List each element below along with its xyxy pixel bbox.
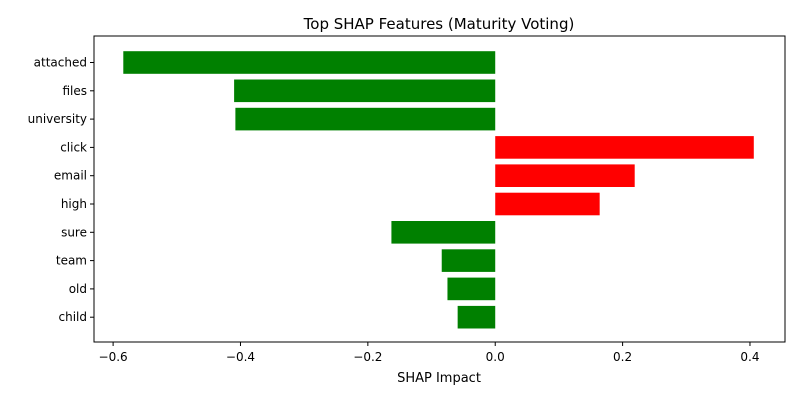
bars-group (123, 51, 754, 329)
bar-team (441, 249, 496, 272)
bar-email (495, 164, 635, 187)
x-tick-label: −0.4 (226, 350, 255, 364)
bar-old (447, 277, 496, 301)
bar-university (235, 107, 496, 131)
bar-files (234, 79, 496, 103)
y-axis: attached files university click email high sur… (28, 56, 94, 324)
y-tick-label-files: files (62, 84, 87, 98)
y-tick-label-high: high (61, 197, 87, 211)
y-tick-label-old: old (69, 282, 87, 296)
chart-title: Top SHAP Features (Maturity Voting) (303, 15, 575, 33)
y-tick-label-attached: attached (34, 56, 87, 70)
bar-click (495, 136, 754, 159)
x-tick-label: −0.6 (99, 350, 128, 364)
x-axis: −0.6 −0.4 −0.2 0.0 0.2 0.4 (99, 342, 760, 364)
x-axis-label: SHAP Impact (397, 371, 481, 386)
bar-high (495, 192, 600, 216)
x-tick-label: 0.4 (740, 350, 759, 364)
plot-frame (93, 35, 786, 343)
x-tick-label: 0.2 (613, 350, 632, 364)
y-tick-label-email: email (54, 169, 87, 183)
x-tick-label: −0.2 (353, 350, 382, 364)
y-tick-label-university: university (28, 112, 87, 126)
bar-attached (123, 51, 496, 74)
bar-sure (391, 221, 496, 244)
y-tick-label-team: team (56, 254, 87, 268)
y-tick-label-click: click (60, 140, 87, 154)
bar-child (457, 305, 496, 329)
y-tick-label-sure: sure (61, 225, 87, 239)
y-tick-label-child: child (59, 310, 88, 324)
x-tick-label: 0.0 (486, 350, 505, 364)
